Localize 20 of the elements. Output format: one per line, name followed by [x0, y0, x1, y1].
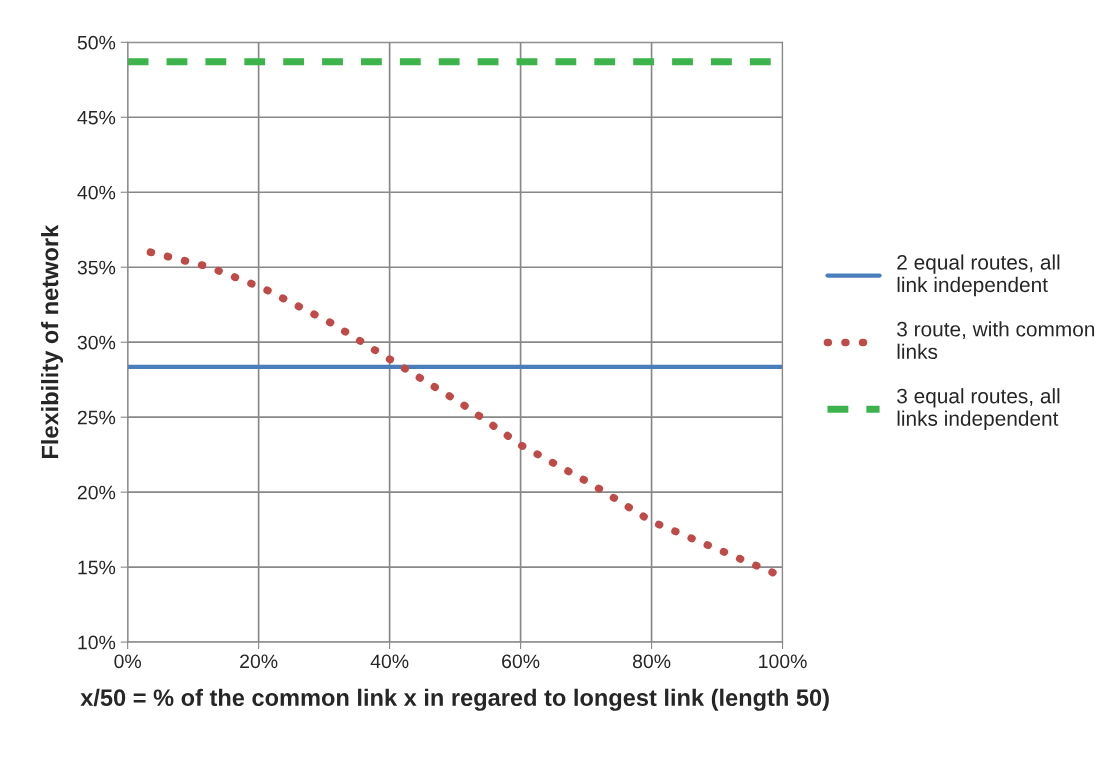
y-tick-label: 10%	[78, 635, 116, 650]
x-tick-label: 80%	[632, 654, 671, 669]
y-tick-label: 15%	[78, 560, 116, 575]
x-tick-label: 20%	[240, 654, 278, 669]
legend-label: 3 equal routes, all links independent	[897, 388, 1060, 430]
y-tick-label: 30%	[77, 335, 116, 350]
y-tick-label: 40%	[77, 185, 116, 200]
y-tick-label: 35%	[77, 260, 116, 275]
x-tick-label: 100%	[759, 654, 807, 669]
x-axis-title: x/50 = % of the common link x in regared to longest link (length 50)	[80, 688, 829, 711]
y-axis-title: Flexibility of network	[41, 224, 64, 459]
y-tick-label: 45%	[77, 110, 116, 125]
x-tick-label: 60%	[502, 654, 540, 669]
x-tick-label: 0%	[114, 654, 142, 669]
y-tick-label: 20%	[77, 485, 116, 500]
y-tick-label: 25%	[77, 410, 116, 425]
x-tick-label: 40%	[370, 654, 409, 669]
y-tick-label: 50%	[77, 35, 116, 50]
legend-label: 2 equal routes, all link independent	[897, 254, 1060, 297]
legend-label: 3 route, with common links	[897, 321, 1095, 360]
